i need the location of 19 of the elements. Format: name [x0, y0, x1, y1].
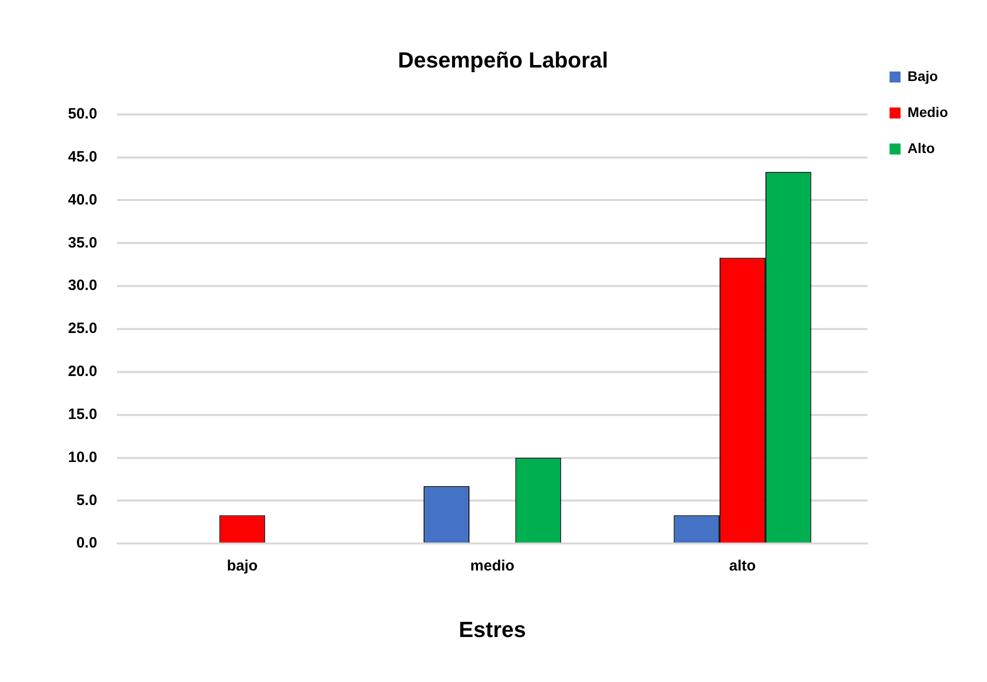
y-tick-label: 15.0 [68, 406, 98, 423]
y-tick-label: 25.0 [68, 320, 98, 338]
legend-label: Bajo [908, 68, 938, 84]
y-tick-label: 5.0 [76, 492, 98, 509]
legend-label: Alto [908, 140, 935, 156]
legend-label: Medio [908, 104, 948, 120]
y-tick-label: 45.0 [68, 148, 98, 166]
chart-title: Desempeño Laboral [398, 47, 608, 72]
x-tick-label: medio [470, 558, 514, 575]
y-tick-label: 40.0 [68, 191, 98, 208]
y-tick-label: 10.0 [68, 448, 98, 466]
y-tick-label: 0.0 [76, 534, 98, 552]
y-tick-label: 20.0 [68, 363, 98, 380]
y-tick-label: 35.0 [68, 234, 98, 252]
y-tick-label: 30.0 [68, 277, 98, 294]
x-axis-title: Estres [458, 616, 526, 642]
x-tick-label: bajo [226, 558, 258, 575]
y-tick-label: 50.0 [68, 106, 98, 123]
x-tick-label: alto [729, 558, 756, 575]
